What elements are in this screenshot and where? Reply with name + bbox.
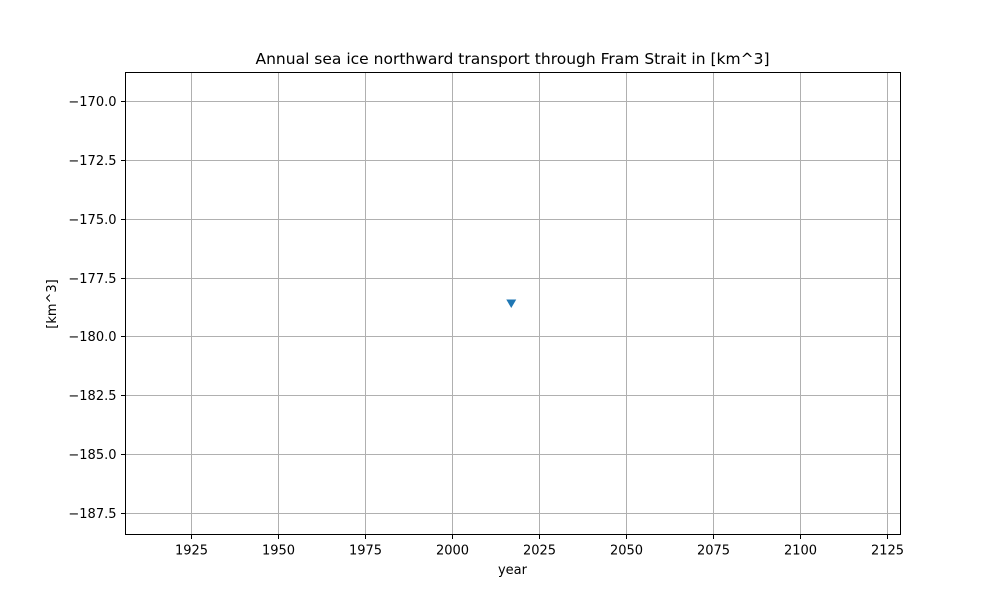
x-tick-label: 1950 xyxy=(262,544,295,559)
x-tick-label: 2075 xyxy=(697,544,730,559)
x-tick-label: 1975 xyxy=(349,544,382,559)
chart-title: Annual sea ice northward transport throu… xyxy=(256,50,770,68)
y-tick-label: −182.5 xyxy=(68,389,116,404)
axis-ticks: 1925 1950 1975 2000 2025 2050 2075 2100 2125 −170… xyxy=(68,95,904,559)
y-tick-label: −185.0 xyxy=(68,448,116,463)
x-axis-label: year xyxy=(498,563,528,578)
y-tick-label: −180.0 xyxy=(68,330,116,345)
x-tick-label: 1925 xyxy=(175,544,208,559)
x-tick-label: 2050 xyxy=(610,544,643,559)
y-tick-label: −177.5 xyxy=(68,272,116,287)
x-tick-label: 2100 xyxy=(784,544,817,559)
y-tick-label: −170.0 xyxy=(68,95,116,110)
x-tick-label: 2025 xyxy=(523,544,556,559)
y-axis-label: [km^3] xyxy=(45,279,60,329)
y-tick-label: −175.0 xyxy=(68,213,116,228)
x-tick-label: 2000 xyxy=(436,544,469,559)
y-tick-label: −187.5 xyxy=(68,507,116,522)
x-tick-label: 2125 xyxy=(871,544,904,559)
y-tick-label: −172.5 xyxy=(68,154,116,169)
data-marks xyxy=(506,299,517,308)
plot-frame xyxy=(125,72,901,535)
data-point xyxy=(506,299,517,308)
grid xyxy=(125,72,901,535)
